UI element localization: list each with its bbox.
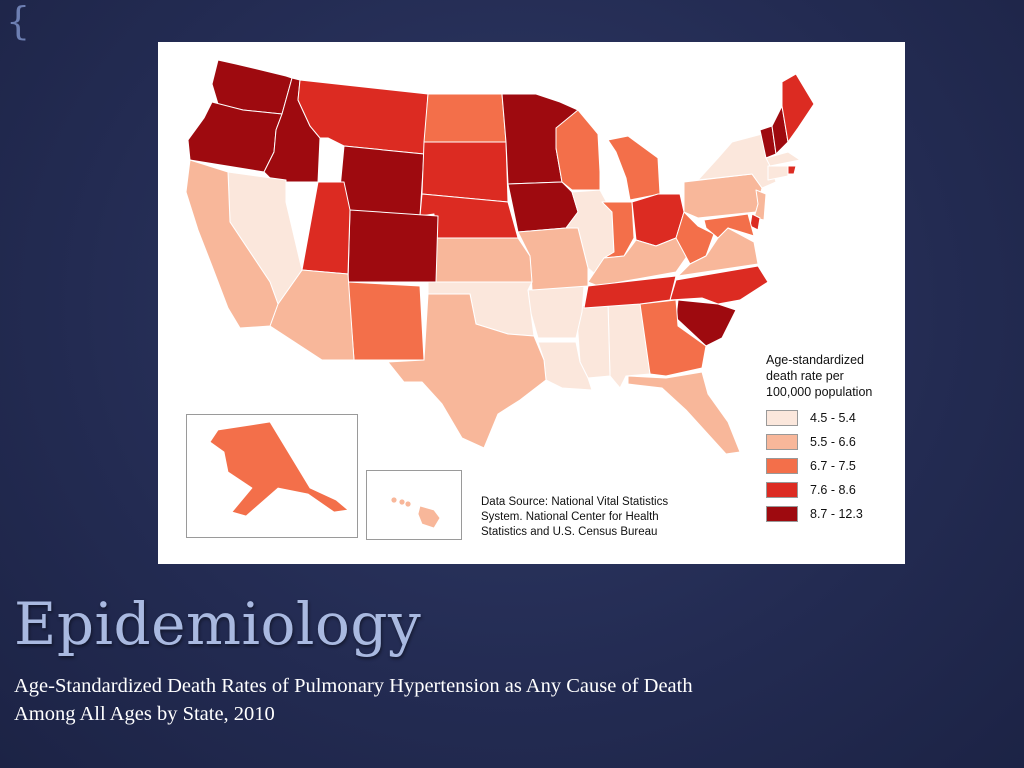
state-ct	[767, 165, 789, 181]
state-ks	[433, 237, 533, 283]
legend-swatch	[766, 482, 798, 498]
legend-label: 5.5 - 6.6	[810, 435, 856, 449]
state-ky	[587, 237, 691, 287]
us-state-map	[185, 59, 815, 455]
state-wi	[555, 109, 601, 191]
state-ca	[185, 159, 279, 329]
state-ri	[787, 165, 797, 175]
legend-label: 7.6 - 8.6	[810, 483, 856, 497]
state-or	[187, 101, 283, 173]
state-mi	[607, 135, 661, 201]
state-wy	[337, 145, 425, 217]
legend-item: 6.7 - 7.5	[766, 458, 901, 474]
legend-swatch	[766, 434, 798, 450]
legend-item: 4.5 - 5.4	[766, 410, 901, 426]
legend-label: 4.5 - 5.4	[810, 411, 856, 425]
state-nm	[347, 281, 425, 361]
state-co	[347, 209, 439, 283]
legend-item: 8.7 - 12.3	[766, 506, 901, 522]
legend-swatch	[766, 458, 798, 474]
slide-brace-ornament: {	[6, 0, 31, 43]
state-tn	[583, 275, 677, 309]
slide-subtitle: Age-Standardized Death Rates of Pulmonar…	[14, 675, 693, 725]
map-legend: Age-standardized death rate per 100,000 …	[766, 352, 901, 530]
state-fl	[627, 371, 741, 455]
state-pa	[683, 173, 763, 219]
legend-item: 7.6 - 8.6	[766, 482, 901, 498]
state-ia	[507, 181, 579, 233]
legend-swatch	[766, 506, 798, 522]
legend-title: Age-standardized death rate per 100,000 …	[766, 353, 873, 399]
choropleth-map-panel: Data Source: National Vital Statistics S…	[158, 42, 905, 564]
state-ma	[765, 151, 801, 167]
alaska-inset-box	[186, 414, 358, 538]
data-source-note: Data Source: National Vital Statistics S…	[481, 496, 669, 538]
state-tx	[387, 293, 547, 449]
legend-item: 5.5 - 6.6	[766, 434, 901, 450]
slide-title: Epidemiology	[14, 590, 422, 658]
state-ar	[527, 285, 585, 339]
state-me	[781, 73, 815, 143]
state-ut	[301, 181, 351, 275]
state-va	[677, 227, 759, 277]
state-sd	[421, 141, 509, 203]
legend-label: 6.7 - 7.5	[810, 459, 856, 473]
hawaii-inset-box	[366, 470, 462, 540]
legend-swatch	[766, 410, 798, 426]
legend-label: 8.7 - 12.3	[810, 507, 863, 521]
state-nd	[423, 93, 507, 143]
